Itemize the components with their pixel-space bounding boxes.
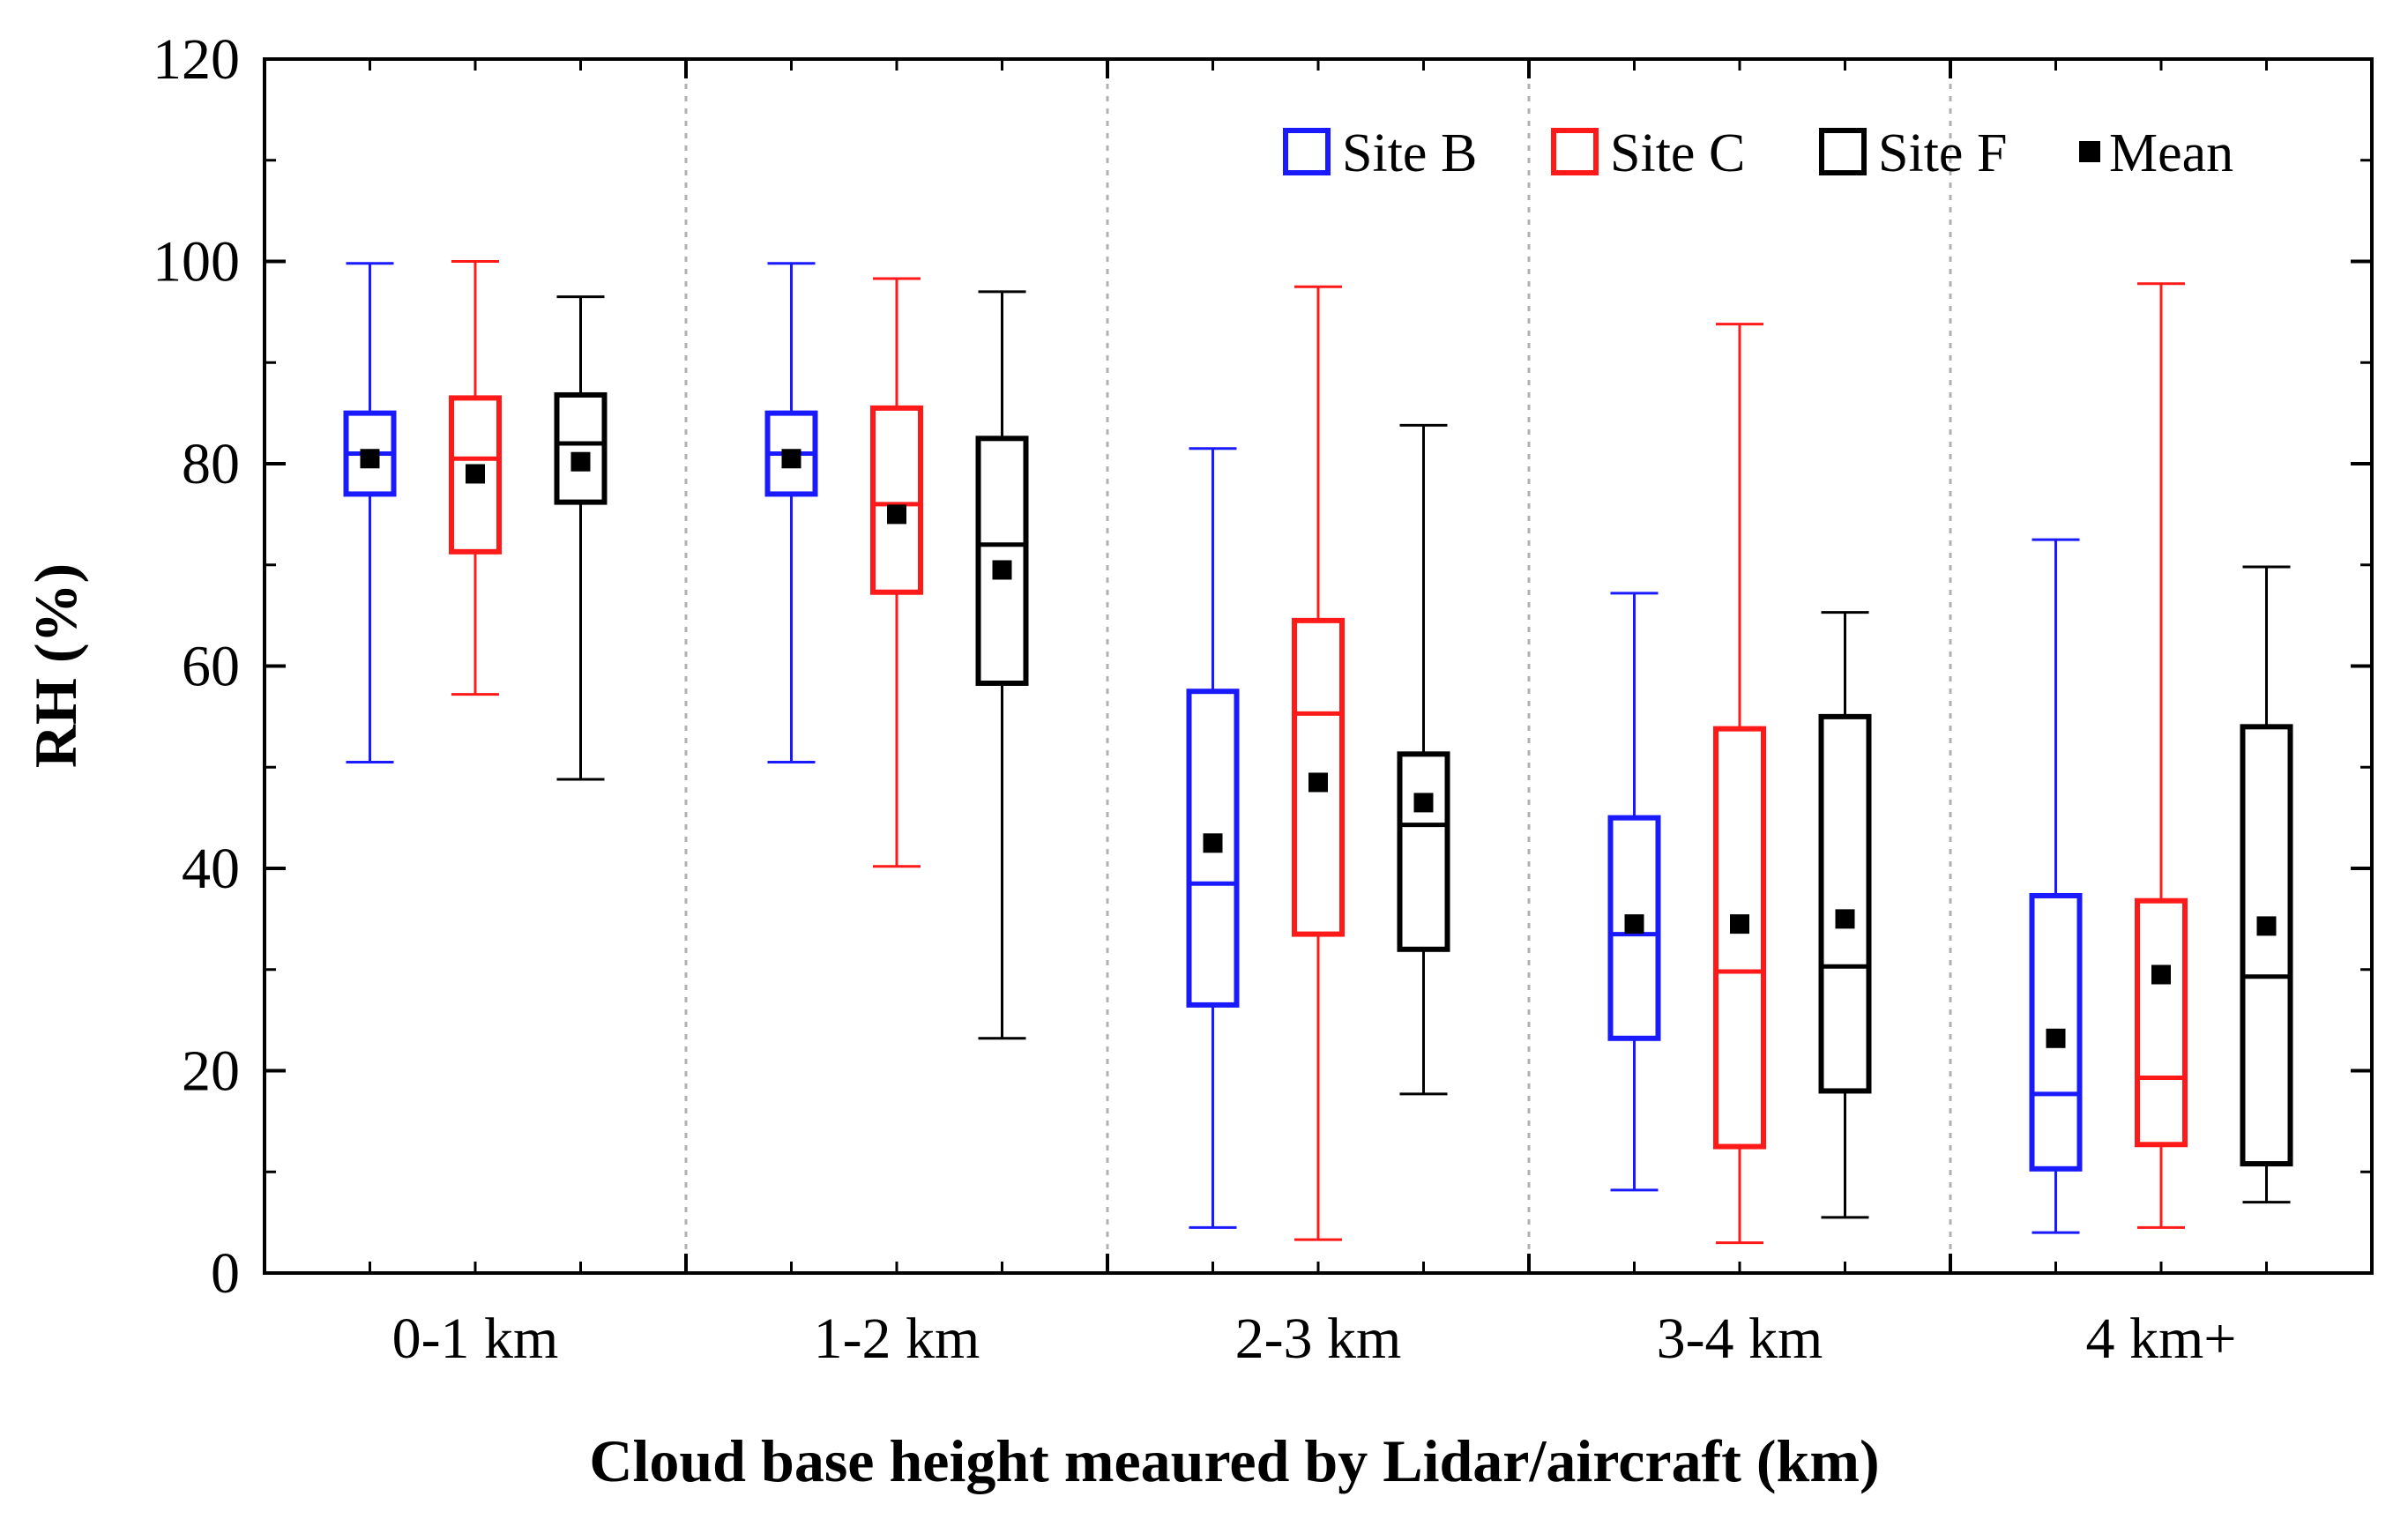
mean-marker bbox=[570, 451, 591, 472]
box-site-b bbox=[1607, 592, 1661, 1192]
legend-swatch bbox=[1283, 128, 1331, 175]
box-site-b bbox=[764, 262, 818, 764]
legend-swatch bbox=[1819, 128, 1867, 175]
y-axis-title: RH (%) bbox=[22, 563, 89, 768]
y-tick-label: 20 bbox=[182, 1039, 240, 1104]
y-tick-label: 0 bbox=[211, 1241, 240, 1306]
legend: Site B Site C Site F Mean bbox=[1283, 123, 2233, 183]
box-site-c bbox=[1292, 285, 1345, 1241]
mean-marker bbox=[466, 464, 485, 484]
iqr-box bbox=[554, 391, 608, 505]
y-tick-label: 80 bbox=[182, 432, 240, 496]
iqr-box bbox=[870, 405, 923, 595]
iqr-box bbox=[2135, 897, 2188, 1148]
mean-marker bbox=[2151, 964, 2171, 985]
x-tick-label: 4 km+ bbox=[2085, 1307, 2236, 1371]
x-tick-label: 3-4 km bbox=[1657, 1307, 1823, 1371]
iqr-box bbox=[2029, 892, 2083, 1172]
box-site-b bbox=[343, 262, 397, 764]
box-site-c bbox=[870, 277, 923, 868]
box-site-c bbox=[449, 260, 502, 696]
box-site-f bbox=[1818, 611, 1872, 1219]
y-tick-label: 40 bbox=[182, 837, 240, 901]
mean-marker bbox=[992, 560, 1012, 580]
mean-marker bbox=[1413, 793, 1434, 813]
mean-marker bbox=[1624, 914, 1644, 934]
mean-marker bbox=[2256, 916, 2277, 936]
box-plots bbox=[343, 260, 2293, 1245]
iqr-box bbox=[1292, 617, 1345, 937]
box-site-b bbox=[2029, 538, 2083, 1234]
iqr-box bbox=[1713, 726, 1766, 1150]
x-axis-title: Cloud base height meaured by Lidar/aircr… bbox=[589, 1427, 1879, 1494]
box-site-b bbox=[1186, 447, 1240, 1229]
legend-label: Site F bbox=[1878, 123, 2007, 183]
axes: 0 20 40 60 80 100 120 0-1 km 1-2 km 2-3 km 3-4 km 4… bbox=[153, 27, 2372, 1371]
iqr-box bbox=[1186, 689, 1240, 1008]
mean-marker bbox=[781, 449, 801, 469]
box-site-c bbox=[2135, 282, 2188, 1229]
mean-marker bbox=[360, 449, 380, 469]
y-tick-label: 120 bbox=[153, 27, 240, 92]
iqr-box bbox=[449, 395, 502, 555]
iqr-box bbox=[1607, 815, 1661, 1041]
mean-marker bbox=[1203, 833, 1223, 853]
y-tick-label: 100 bbox=[153, 230, 240, 294]
legend-label: Site C bbox=[1610, 123, 1745, 183]
x-tick-label: 1-2 km bbox=[814, 1307, 980, 1371]
legend-label: Mean bbox=[2109, 123, 2233, 183]
mean-marker bbox=[887, 504, 906, 525]
legend-mean-swatch bbox=[2079, 141, 2100, 162]
mean-marker bbox=[1308, 772, 1328, 793]
box-site-f bbox=[2240, 565, 2293, 1204]
iqr-box bbox=[1397, 751, 1450, 952]
x-tick-label: 0-1 km bbox=[392, 1307, 559, 1371]
iqr-box bbox=[1818, 713, 1872, 1094]
box-site-f bbox=[975, 290, 1029, 1040]
legend-label: Site B bbox=[1342, 123, 1477, 183]
mean-marker bbox=[1835, 909, 1855, 929]
mean-marker bbox=[2046, 1028, 2066, 1048]
iqr-box bbox=[975, 436, 1029, 687]
box-site-f bbox=[1397, 423, 1450, 1096]
y-tick-label: 60 bbox=[182, 635, 240, 699]
category-separator-lines bbox=[684, 59, 1952, 1273]
legend-swatch bbox=[1551, 128, 1599, 175]
box-site-f bbox=[554, 295, 608, 781]
mean-marker bbox=[1730, 914, 1749, 934]
x-tick-label: 2-3 km bbox=[1235, 1307, 1402, 1371]
iqr-box bbox=[2240, 724, 2293, 1167]
box-site-c bbox=[1713, 323, 1766, 1245]
